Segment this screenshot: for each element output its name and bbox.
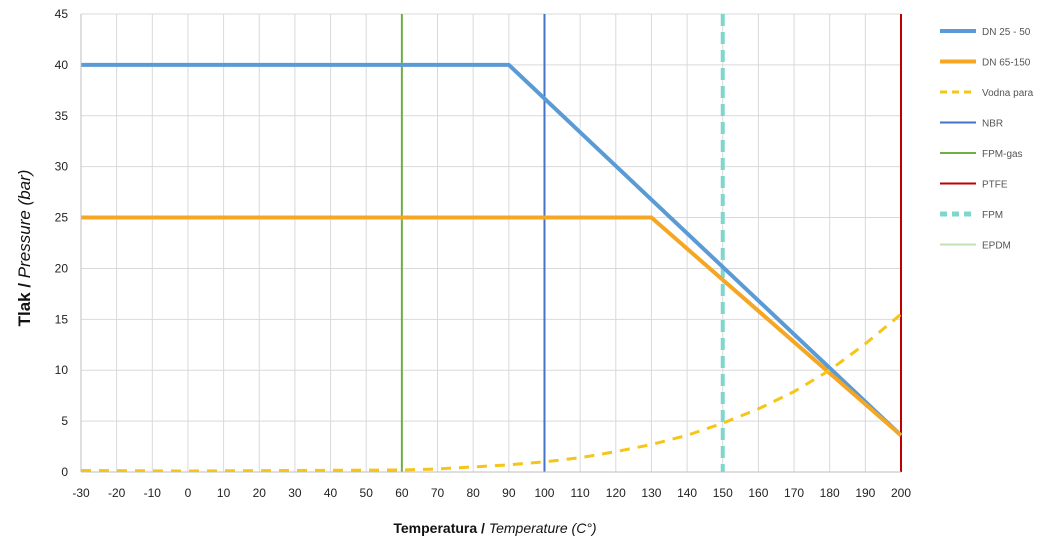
x-tick-label: 140 (677, 486, 697, 500)
ptfe-legend-label: PTFE (982, 180, 1008, 191)
x-tick-label: -10 (144, 486, 162, 500)
x-tick-label: 40 (324, 486, 338, 500)
x-tick-label: 150 (713, 486, 733, 500)
dn-65-150-series-line (81, 215, 903, 437)
nbr-legend-label: NBR (982, 119, 1003, 130)
x-axis-title-italic: Temperature (489, 520, 568, 536)
vodna-para-series-line (80, 313, 902, 473)
x-tick-label: 0 (185, 486, 192, 500)
axes (80, 14, 901, 473)
dn-25-50-series-line (81, 62, 903, 437)
fpm-legend-label: FPM (982, 210, 1003, 221)
y-tick-label: 35 (55, 109, 69, 123)
series-lines (80, 62, 903, 473)
x-axis-title-unit: (C°) (568, 520, 597, 536)
x-tick-label: 20 (253, 486, 267, 500)
x-tick-label: 50 (360, 486, 374, 500)
x-tick-label: 160 (748, 486, 768, 500)
dn-65-150-legend-label: DN 65-150 (982, 58, 1031, 69)
vodna-para-legend-label: Vodna para (982, 88, 1034, 99)
x-tick-label: 30 (288, 486, 302, 500)
x-tick-label: 130 (641, 486, 661, 500)
x-axis-title-main: Temperatura / (393, 520, 488, 536)
x-tick-label: 60 (395, 486, 409, 500)
y-tick-label: 10 (55, 363, 69, 377)
y-axis-title-main: Tlak / (15, 278, 34, 326)
grid-lines (80, 13, 902, 473)
x-tick-label: 10 (217, 486, 231, 500)
x-tick-label: 70 (431, 486, 445, 500)
x-tick-label: 120 (606, 486, 626, 500)
epdm-legend-label: EPDM (982, 241, 1011, 252)
y-tick-label: 25 (55, 211, 69, 225)
legend: DN 25 - 50 DN 65-150 Vodna para NBR FPM-gas P… (940, 27, 1034, 252)
x-tick-label: 90 (502, 486, 516, 500)
x-tick-label: 180 (820, 486, 840, 500)
y-tick-label: 30 (55, 160, 69, 174)
y-tick-label: 5 (61, 414, 68, 428)
x-tick-label: 100 (534, 486, 554, 500)
material-limit-lines (400, 14, 902, 472)
x-tick-label: 170 (784, 486, 804, 500)
x-tick-label: 110 (571, 486, 590, 500)
x-tick-label: 80 (466, 486, 480, 500)
y-axis-title: Tlak / Pressure (bar) (15, 170, 34, 327)
y-tick-label: 45 (55, 7, 69, 21)
y-tick-labels: 0 5 10 15 20 25 30 35 40 45 (55, 7, 69, 479)
x-tick-label: 190 (855, 486, 875, 500)
y-axis-title-italic: Pressure (bar) (15, 170, 34, 279)
x-axis-title: Temperatura / Temperature (C°) (393, 520, 596, 536)
dn-25-50-legend-label: DN 25 - 50 (982, 27, 1031, 38)
x-tick-label: -20 (108, 486, 126, 500)
y-tick-label: 40 (55, 58, 69, 72)
fpm-gas-legend-label: FPM-gas (982, 149, 1023, 160)
y-tick-label: 0 (61, 465, 68, 479)
y-tick-label: 15 (55, 312, 69, 326)
x-tick-labels: -30 -20 -10 0 10 20 30 40 50 60 70 80 90 100 110 120 130… (72, 486, 911, 500)
x-tick-label: 200 (891, 486, 911, 500)
y-tick-label: 20 (55, 261, 69, 275)
x-tick-label: -30 (72, 486, 90, 500)
